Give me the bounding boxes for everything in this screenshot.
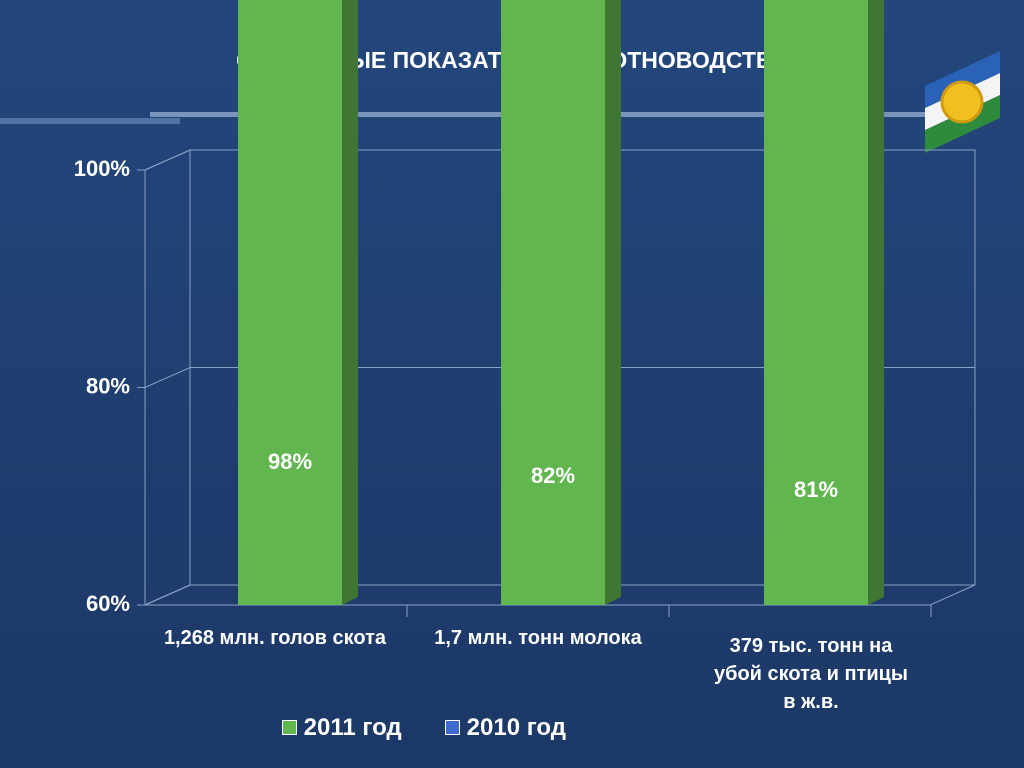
bar-side <box>605 0 621 605</box>
grid-line <box>144 149 975 171</box>
x-tick-label: 1,7 млн. тонн молока <box>434 627 642 649</box>
grid-line <box>144 584 975 606</box>
bar <box>764 0 868 605</box>
x-tick-label: 1,268 млн. голов скота <box>163 627 387 649</box>
legend-label: 2010 год <box>466 714 566 741</box>
data-label: 82% <box>531 463 575 488</box>
legend-swatch <box>282 720 297 735</box>
y-tick-label: 80% <box>86 373 130 398</box>
bar <box>501 0 605 605</box>
legend-item: 2011 год <box>282 714 402 742</box>
legend-label: 2011 год <box>303 714 402 741</box>
legend-item: 2010 год <box>445 714 566 742</box>
bar <box>238 0 342 605</box>
bar-side <box>342 0 358 605</box>
legend-swatch <box>445 720 460 735</box>
y-tick-label: 60% <box>86 591 130 616</box>
y-tick-label: 100% <box>74 156 130 181</box>
grid-line <box>144 367 975 388</box>
flag-logo <box>925 51 1000 153</box>
decor-line <box>0 118 180 124</box>
bar-side <box>868 0 884 605</box>
data-label: 98% <box>268 449 312 474</box>
data-label: 81% <box>794 477 838 502</box>
x-tick-label: 379 тыс. тонн на убой скота и птицы в ж.… <box>713 635 908 713</box>
